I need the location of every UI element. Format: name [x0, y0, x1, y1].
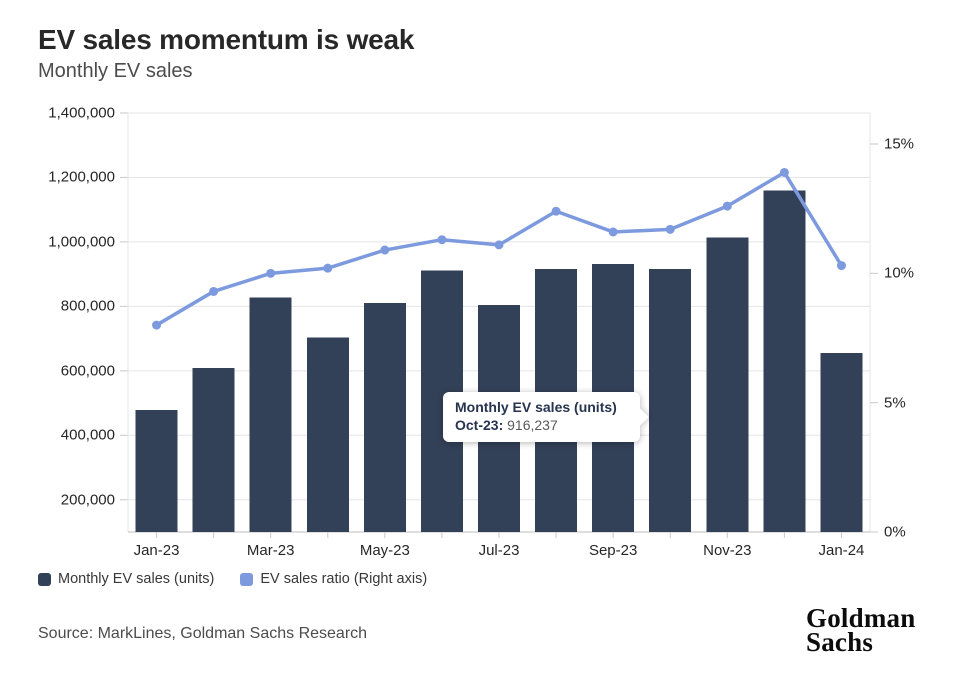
legend-label-bar-series: Monthly EV sales (units)	[58, 571, 215, 587]
bar-series-swatch-icon	[38, 572, 51, 586]
y-left-label-400,000: 400,000	[60, 426, 115, 444]
line-point-Oct-23[interactable]	[665, 224, 675, 234]
tooltip-category: Oct-23:	[455, 417, 504, 433]
y-left-label-200,000: 200,000	[60, 491, 115, 509]
line-point-Apr-23[interactable]	[323, 263, 333, 273]
bar-Dec-23[interactable]	[763, 190, 806, 532]
x-label-May-23: May-23	[359, 542, 410, 559]
legend-item-monthly-ev-sales[interactable]: Monthly EV sales (units)	[38, 571, 214, 587]
line-point-Mar-23[interactable]	[266, 268, 276, 278]
line-point-May-23[interactable]	[380, 245, 390, 255]
tooltip-series-title: Monthly EV sales (units)	[455, 399, 617, 415]
bar-Feb-23[interactable]	[192, 367, 235, 532]
line-point-Sep-23[interactable]	[608, 227, 618, 237]
legend-item-ev-sales-ratio[interactable]: EV sales ratio (Right axis)	[240, 571, 427, 587]
chart-title: EV sales momentum is weak	[38, 24, 415, 55]
bar-Jan-24[interactable]	[820, 352, 863, 532]
bar-Nov-23[interactable]	[706, 237, 749, 532]
legend: Monthly EV sales (units) EV sales ratio …	[38, 571, 427, 587]
tooltip-value: 916,237	[507, 417, 558, 433]
line-series-swatch-icon	[240, 572, 254, 586]
y-right-label-5%: 5%	[884, 394, 906, 412]
x-label-Sep-23: Sep-23	[588, 542, 638, 559]
chart-subtitle: Monthly EV sales	[38, 60, 193, 82]
x-label-Nov-23: Nov-23	[703, 542, 752, 559]
line-point-Jun-23[interactable]	[437, 235, 447, 245]
bar-May-23[interactable]	[363, 302, 406, 532]
y-left-label-1,400,000: 1,400,000	[48, 104, 115, 122]
line-point-Nov-23[interactable]	[722, 201, 732, 211]
y-right-label-10%: 10%	[884, 264, 915, 282]
legend-label-line-series: EV sales ratio (Right axis)	[260, 571, 428, 587]
x-label-Jul-23: Jul-23	[478, 542, 520, 559]
tooltip-row: Oct-23: 916,237	[455, 417, 628, 434]
line-point-Aug-23[interactable]	[551, 206, 561, 216]
logo-line-goldman: Goldman	[806, 603, 916, 633]
goldman-sachs-logo: Goldman Sachs	[806, 603, 916, 657]
tooltip: Monthly EV sales (units) Oct-23: 916,237	[443, 392, 649, 442]
line-point-Feb-23[interactable]	[209, 286, 219, 296]
bar-Apr-23[interactable]	[306, 337, 349, 532]
bar-Oct-23[interactable]	[649, 268, 692, 532]
x-label-Jan-24: Jan-24	[818, 542, 865, 559]
source-text: Source: MarkLines, Goldman Sachs Researc…	[38, 625, 368, 642]
line-point-Jul-23[interactable]	[494, 240, 504, 250]
line-point-Dec-23[interactable]	[779, 167, 789, 177]
y-right-label-0%: 0%	[884, 523, 906, 541]
bar-Mar-23[interactable]	[249, 297, 292, 532]
bar-Jan-23[interactable]	[135, 410, 178, 532]
line-point-Jan-23[interactable]	[152, 320, 162, 330]
y-left-label-1,000,000: 1,000,000	[48, 233, 115, 251]
y-right-label-15%: 15%	[884, 135, 915, 153]
y-left-label-600,000: 600,000	[60, 362, 115, 380]
y-left-label-1,200,000: 1,200,000	[48, 168, 115, 186]
logo-line-sachs: Sachs	[806, 627, 874, 657]
x-label-Jan-23: Jan-23	[133, 542, 180, 559]
x-label-Mar-23: Mar-23	[246, 542, 295, 559]
y-left-label-800,000: 800,000	[60, 297, 115, 315]
line-point-Jan-24[interactable]	[836, 261, 846, 271]
